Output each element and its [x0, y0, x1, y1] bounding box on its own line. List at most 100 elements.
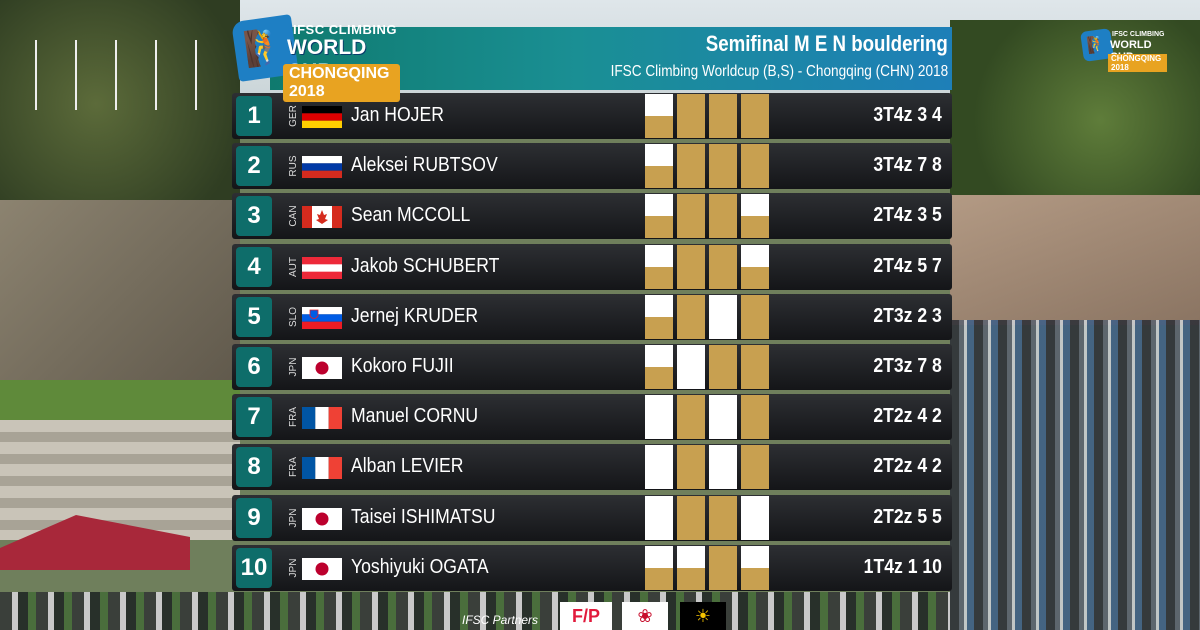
flag-icon [302, 306, 342, 329]
crowd-right [950, 320, 1200, 630]
boulder-cell [741, 545, 769, 590]
athlete-name: Aleksei RUBTSOV [351, 154, 498, 177]
country-code: AUT [287, 256, 299, 277]
rank-number: 6 [236, 346, 272, 387]
boulder-cell [709, 144, 737, 189]
boulder-cell [741, 194, 769, 239]
score: 2T3z 2 3 [873, 304, 942, 327]
boulder-cell [677, 395, 705, 440]
boulder-cell [645, 294, 673, 339]
score: 2T2z 4 2 [873, 405, 942, 428]
rank-number: 3 [236, 196, 272, 237]
logo-line1: IFSC CLIMBING [293, 22, 397, 37]
flag-icon [302, 206, 342, 229]
partner-logo-sun: ☀ [680, 602, 726, 630]
rank-number: 10 [236, 547, 272, 588]
country-code: RUS [287, 155, 299, 177]
boulder-cell [709, 244, 737, 289]
boulder-results [645, 445, 769, 490]
athlete-name: Yoshiyuki OGATA [351, 555, 489, 578]
partner-logo-jal: ❀ [622, 602, 668, 630]
rank-number: 5 [236, 296, 272, 337]
rank-number: 9 [236, 497, 272, 538]
athlete-name: Manuel CORNU [351, 405, 479, 428]
rank-number: 7 [236, 397, 272, 438]
result-row: 5 SLO Jernej KRUDER 2T3z 2 3 [232, 293, 952, 340]
boulder-cell [709, 94, 737, 138]
boulder-cell [645, 344, 673, 389]
country-code: CAN [287, 205, 299, 227]
trees-right [950, 20, 1200, 220]
boulder-cell [677, 545, 705, 590]
result-row: 9 JPN Taisei ISHIMATSU 2T2z 5 5 [232, 494, 952, 541]
result-row: 7 FRA Manuel CORNU 2T2z 4 2 [232, 394, 952, 441]
rock-wall-left [0, 200, 240, 400]
boulder-cell [677, 94, 705, 138]
result-row: 3 CAN Sean MCCOLL 2T4z 3 5 [232, 193, 952, 240]
score: 2T4z 3 5 [873, 204, 942, 227]
score: 3T4z 3 4 [873, 104, 942, 126]
boulder-cell [741, 94, 769, 138]
mini-logo-line1: IFSC CLIMBING [1112, 31, 1165, 38]
rock-wall-right [950, 195, 1200, 325]
boulder-cell [677, 344, 705, 389]
partners-label: IFSC Partners [462, 613, 539, 627]
steps-left [0, 420, 240, 540]
athlete-name: Jan HOJER [351, 104, 444, 126]
athlete-name: Taisei ISHIMATSU [351, 505, 496, 528]
boulder-results [645, 294, 769, 339]
boulder-cell [709, 545, 737, 590]
flag-icon [302, 407, 342, 430]
boulder-cell [741, 395, 769, 440]
partner-logo-fp: F/P [560, 602, 612, 630]
rank-number: 8 [236, 447, 272, 488]
boulder-cell [709, 445, 737, 490]
athlete-name: Jernej KRUDER [351, 304, 479, 327]
boulder-cell [645, 495, 673, 540]
boulder-cell [741, 495, 769, 540]
boulder-cell [645, 144, 673, 189]
athlete-name: Sean MCCOLL [351, 204, 471, 227]
athlete-name: Jakob SCHUBERT [351, 254, 500, 277]
score: 2T4z 5 7 [873, 254, 942, 277]
rank-number: 2 [236, 146, 272, 187]
boulder-cell [677, 445, 705, 490]
athlete-name: Kokoro FUJII [351, 354, 454, 377]
flag-icon [302, 457, 342, 480]
boulder-cell [645, 94, 673, 138]
crowd-bottom [0, 592, 950, 630]
boulder-cell [741, 244, 769, 289]
country-code: SLO [287, 306, 299, 327]
boulder-cell [677, 294, 705, 339]
boulder-cell [741, 344, 769, 389]
boulder-results [645, 244, 769, 289]
score: 2T2z 5 5 [873, 505, 942, 528]
boulder-cell [709, 344, 737, 389]
country-code: GER [287, 105, 299, 127]
boulder-cell [709, 194, 737, 239]
mini-logo-line3: CHONGQING 2018 [1108, 54, 1167, 72]
event-logo: 🧗 IFSC CLIMBING WORLD CUP CHONGQING 2018 [231, 14, 400, 102]
country-code: FRA [287, 457, 299, 478]
rank-number: 4 [236, 246, 272, 287]
score: 2T3z 7 8 [873, 354, 942, 377]
country-code: JPN [287, 357, 299, 377]
boulder-cell [645, 445, 673, 490]
result-row: 6 JPN Kokoro FUJII 2T3z 7 8 [232, 343, 952, 390]
boulder-results [645, 545, 769, 590]
logo-line3: CHONGQING 2018 [283, 64, 400, 102]
boulder-results [645, 144, 769, 189]
boulder-cell [677, 244, 705, 289]
score: 3T4z 7 8 [873, 154, 942, 177]
boulder-cell [645, 194, 673, 239]
flag-icon [302, 356, 342, 379]
boulder-results [645, 94, 769, 138]
boulder-cell [645, 395, 673, 440]
result-row: 2 RUS Aleksei RUBTSOV 3T4z 7 8 [232, 143, 952, 190]
flag-icon [302, 256, 342, 279]
country-code: JPN [287, 508, 299, 527]
flags-decoration [15, 30, 215, 110]
boulder-cell [645, 545, 673, 590]
flag-icon [302, 106, 342, 128]
